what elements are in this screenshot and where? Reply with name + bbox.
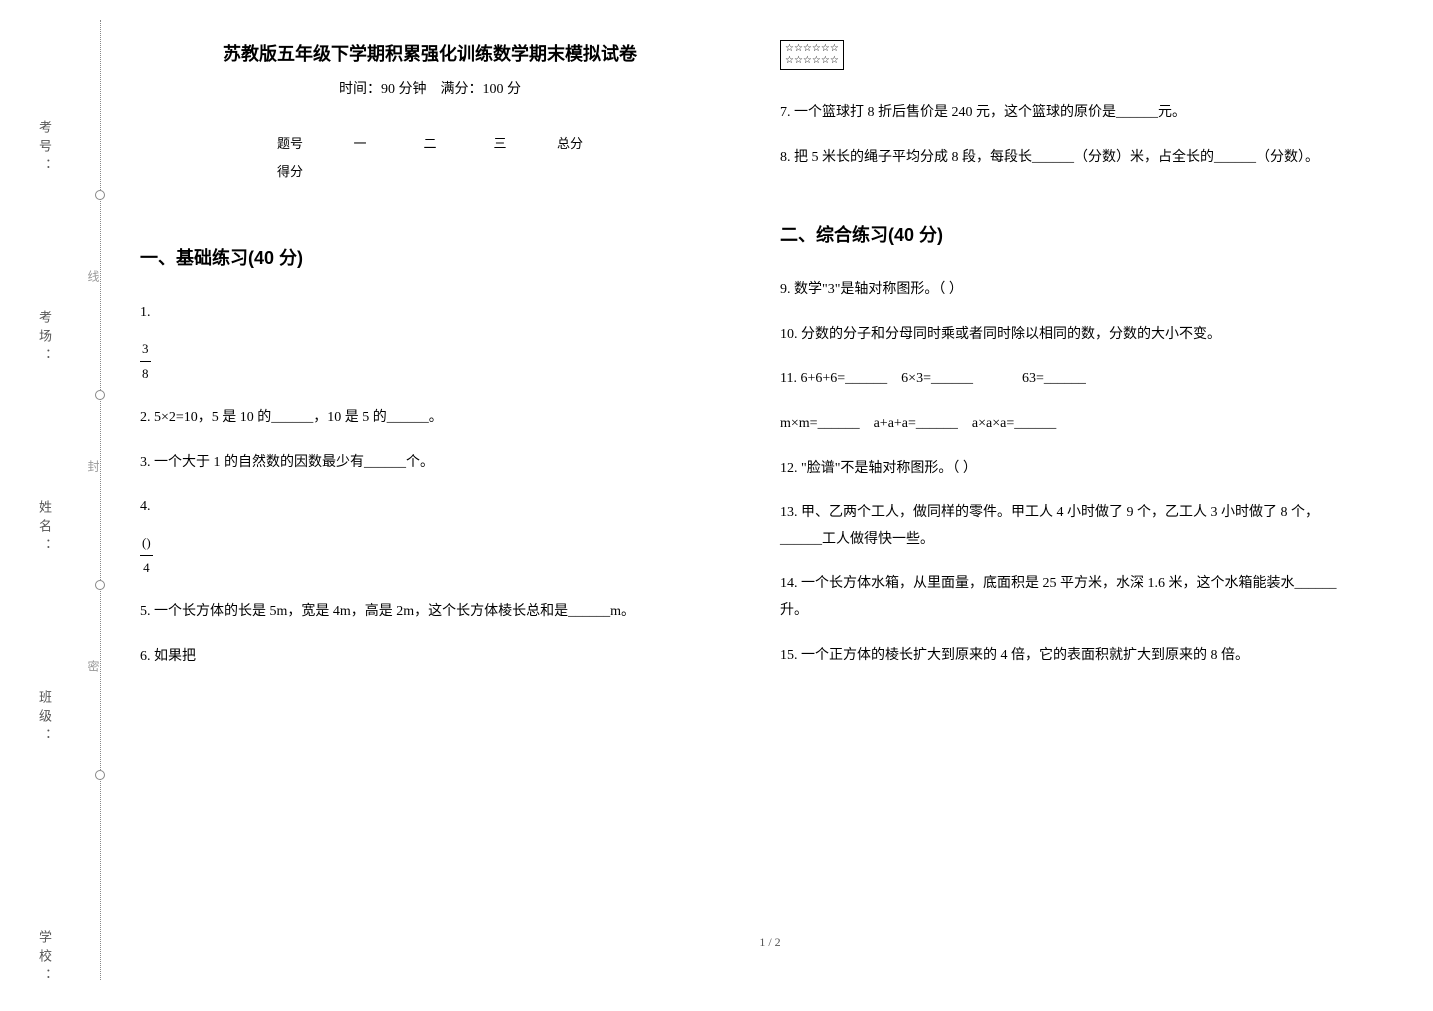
score-header: 题号 — [255, 128, 325, 156]
binding-dotline — [100, 20, 101, 980]
score-header: 三 — [465, 128, 535, 156]
score-cell — [465, 156, 535, 184]
score-cell — [535, 156, 605, 184]
page-number: 1 / 2 — [759, 935, 780, 950]
fraction-numerator: 3 — [140, 337, 151, 363]
seal-label-feng: 封 — [85, 460, 102, 492]
paper-subtitle: 时间：90 分钟 满分：100 分 — [140, 78, 720, 98]
score-cell — [395, 156, 465, 184]
question-9: 9. 数学"3"是轴对称图形。（ ） — [780, 277, 1360, 304]
table-row: 题号 一 二 三 总分 — [255, 128, 605, 156]
question-4: 4. () 4 — [140, 494, 720, 581]
score-header: 一 — [325, 128, 395, 156]
q11-part-b: 6×3=______ — [901, 371, 973, 386]
fraction-denominator: 8 — [140, 362, 151, 387]
q11b-part-c: a×a×a=______ — [972, 416, 1056, 431]
q11b-part-b: a+a+a=______ — [874, 416, 958, 431]
score-cell — [325, 156, 395, 184]
binding-circle — [95, 580, 105, 590]
binding-label-room: 考场： — [35, 310, 54, 367]
binding-label-examno: 考号： — [35, 120, 54, 177]
question-3: 3. 一个大于 1 的自然数的因数最少有______个。 — [140, 450, 720, 477]
question-11: 11. 6+6+6=______ 6×3=______ 63=______ — [780, 366, 1360, 393]
question-7: 7. 一个篮球打 8 折后售价是 240 元，这个篮球的原价是______元。 — [780, 100, 1360, 127]
star-row: ☆☆☆☆☆☆ — [785, 55, 839, 67]
section1-title: 一、基础练习(40 分) — [140, 244, 720, 270]
score-label: 得分 — [255, 156, 325, 184]
paper-title: 苏教版五年级下学期积累强化训练数学期末模拟试卷 — [140, 40, 720, 66]
star-box: ☆☆☆☆☆☆ ☆☆☆☆☆☆ — [780, 40, 844, 70]
question-14: 14. 一个长方体水箱，从里面量，底面积是 25 平方米，水深 1.6 米，这个… — [780, 571, 1360, 624]
q4-number: 4. — [140, 494, 720, 521]
fraction-3-8: 3 8 — [140, 337, 151, 387]
fraction-denominator: 4 — [140, 556, 153, 581]
binding-circle — [95, 390, 105, 400]
binding-label-name: 姓名： — [35, 500, 54, 557]
q11-part-a: 11. 6+6+6=______ — [780, 371, 887, 386]
seal-label-line: 线 — [85, 270, 102, 302]
time-label: 时间：90 分钟 — [339, 82, 427, 97]
question-2: 2. 5×2=10，5 是 10 的______，10 是 5 的______。 — [140, 405, 720, 432]
binding-circle — [95, 190, 105, 200]
score-table: 题号 一 二 三 总分 得分 — [255, 128, 605, 184]
fraction-numerator: () — [140, 531, 153, 557]
seal-label-mi: 密 — [85, 660, 102, 692]
score-header: 总分 — [535, 128, 605, 156]
star-row: ☆☆☆☆☆☆ — [785, 43, 839, 55]
page-body: 苏教版五年级下学期积累强化训练数学期末模拟试卷 时间：90 分钟 满分：100 … — [140, 40, 1400, 960]
binding-margin: 考号： 考场： 姓名： 班级： 学校： 线 封 密 — [0, 0, 120, 1011]
q11-part-c: 63=______ — [1022, 371, 1086, 386]
question-10: 10. 分数的分子和分母同时乘或者同时除以相同的数，分数的大小不变。 — [780, 322, 1360, 349]
q11b-part-a: m×m=______ — [780, 416, 860, 431]
left-column: 苏教版五年级下学期积累强化训练数学期末模拟试卷 时间：90 分钟 满分：100 … — [140, 40, 720, 688]
question-15: 15. 一个正方体的棱长扩大到原来的 4 倍，它的表面积就扩大到原来的 8 倍。 — [780, 643, 1360, 670]
fraction-blank-4: () 4 — [140, 531, 153, 581]
section2-title: 二、综合练习(40 分) — [780, 221, 1360, 247]
question-11b: m×m=______ a+a+a=______ a×a×a=______ — [780, 411, 1360, 438]
question-8: 8. 把 5 米长的绳子平均分成 8 段，每段长______（分数）米，占全长的… — [780, 145, 1360, 172]
table-row: 得分 — [255, 156, 605, 184]
right-column: ☆☆☆☆☆☆ ☆☆☆☆☆☆ 7. 一个篮球打 8 折后售价是 240 元，这个篮… — [780, 40, 1360, 687]
question-6: 6. 如果把 — [140, 644, 720, 671]
question-12: 12. "脸谱"不是轴对称图形。（ ） — [780, 456, 1360, 483]
fullscore-label: 满分：100 分 — [441, 82, 522, 97]
binding-label-school: 学校： — [35, 930, 54, 987]
question-5: 5. 一个长方体的长是 5m，宽是 4m，高是 2m，这个长方体棱长总和是___… — [140, 599, 720, 626]
question-13: 13. 甲、乙两个工人，做同样的零件。甲工人 4 小时做了 9 个，乙工人 3 … — [780, 500, 1360, 553]
binding-label-class: 班级： — [35, 690, 54, 747]
binding-circle — [95, 770, 105, 780]
q1-number: 1. — [140, 300, 720, 327]
score-header: 二 — [395, 128, 465, 156]
question-1: 1. 3 8 — [140, 300, 720, 387]
